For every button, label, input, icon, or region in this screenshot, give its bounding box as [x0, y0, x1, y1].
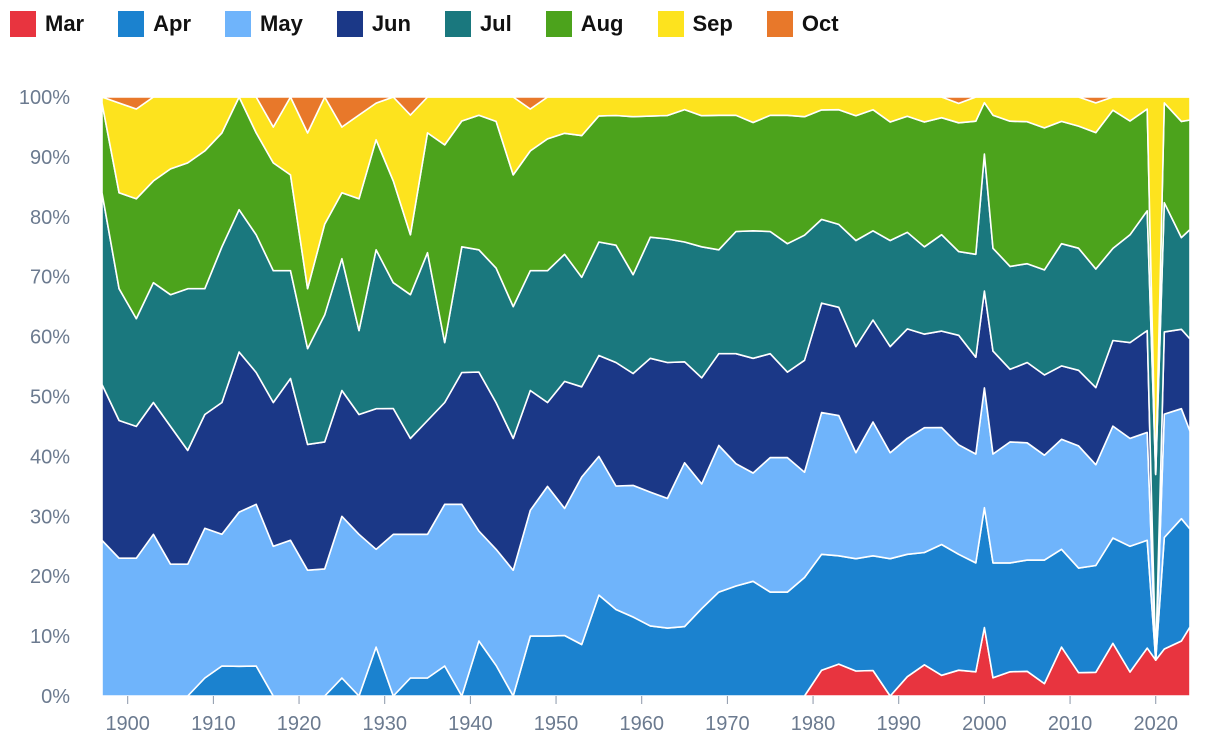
y-tick-label: 50%	[30, 387, 70, 409]
y-tick-label: 40%	[30, 446, 70, 468]
y-tick-label: 90%	[30, 147, 70, 169]
legend-item-jun: Jun	[336, 11, 411, 37]
y-tick-label: 30%	[30, 506, 70, 528]
legend-item-mar: Mar	[10, 11, 84, 37]
x-tick-label: 1970	[705, 713, 750, 735]
legend-item-jul: Jul	[444, 11, 512, 37]
legend-item-aug: Aug	[545, 11, 624, 37]
x-tick-label: 1980	[791, 713, 836, 735]
legend-item-may: May	[225, 11, 303, 37]
legend-label-mar: Mar	[45, 11, 85, 36]
x-tick-label: 2000	[962, 713, 1007, 735]
x-tick-label: 1960	[619, 713, 664, 735]
legend-label-sep: Sep	[692, 11, 733, 36]
y-tick-label: 20%	[30, 566, 70, 588]
legend-swatch-oct	[766, 11, 793, 37]
area-oct	[101, 96, 1191, 134]
x-tick-label: 1940	[448, 713, 493, 735]
y-tick-label: 100%	[19, 87, 70, 109]
legend-label-aug: Aug	[580, 11, 624, 36]
legend-swatch-apr	[118, 11, 145, 37]
chart-legend: Mar Apr May Jun Jul Aug Sep Oct	[10, 8, 873, 40]
x-tick-label: 2020	[1133, 713, 1178, 735]
x-tick-label: 1930	[362, 713, 407, 735]
legend-swatch-sep	[657, 11, 684, 37]
x-tick-label: 1990	[876, 713, 921, 735]
y-axis: 0% 10% 20% 30% 40% 50% 60% 70% 80% 90% 100%	[19, 87, 70, 708]
legend-swatch-jun	[336, 11, 363, 37]
legend-label-jul: Jul	[479, 11, 512, 36]
legend-item-oct: Oct	[766, 11, 839, 37]
legend-item-apr: Apr	[118, 11, 191, 37]
x-axis: 1900 1910 1920 1930 1940 1950 1960 1970 1980 1990…	[105, 696, 1178, 735]
y-tick-label: 70%	[30, 267, 70, 289]
legend-swatch-jul	[444, 11, 471, 37]
legend-swatch-aug	[545, 11, 572, 37]
legend-label-oct: Oct	[801, 11, 839, 36]
legend-label-may: May	[260, 11, 303, 36]
legend-swatch-may	[225, 11, 252, 37]
x-tick-label: 1910	[191, 713, 236, 735]
y-tick-label: 60%	[30, 327, 70, 349]
legend-swatch-mar	[10, 11, 36, 37]
y-tick-label: 0%	[41, 686, 70, 708]
x-tick-label: 1900	[105, 713, 150, 735]
x-tick-label: 1920	[277, 713, 322, 735]
legend-label-jun: Jun	[371, 11, 411, 36]
y-tick-label: 10%	[30, 626, 70, 648]
y-tick-label: 80%	[30, 207, 70, 229]
legend-item-sep: Sep	[657, 11, 733, 37]
legend-label-apr: Apr	[153, 11, 192, 36]
area-layers	[101, 96, 1191, 697]
x-tick-label: 2010	[1048, 713, 1093, 735]
x-tick-label: 1950	[534, 713, 579, 735]
